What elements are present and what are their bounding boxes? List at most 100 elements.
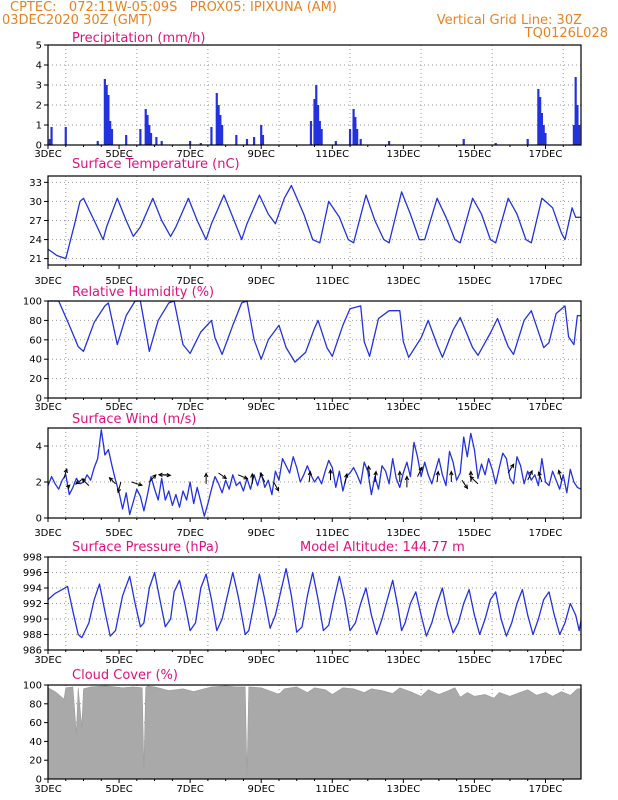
precip-bar (261, 135, 265, 145)
precip-bar (215, 93, 218, 145)
ytick-label: 4 (36, 442, 42, 453)
xtick-label: 3DEC (34, 276, 61, 287)
wind-arrow-head (435, 470, 441, 476)
xtick-label: 9DEC (248, 655, 275, 666)
wind-arrow (148, 474, 157, 483)
wind-arrow-head (510, 463, 515, 469)
ytick-label: 20 (29, 374, 42, 385)
precip-bar (245, 139, 249, 145)
precip-bar (356, 129, 359, 145)
xtick-label: 17DEC (529, 276, 563, 287)
panel-title: Surface Wind (m/s) (72, 412, 196, 427)
xtick-label: 3DEC (34, 784, 61, 795)
precip-bar (50, 127, 53, 145)
xtick-label: 17DEC (529, 528, 563, 539)
precip-bar (160, 141, 163, 145)
xtick-label: 3DEC (34, 655, 61, 666)
ytick-label: 0 (36, 775, 42, 786)
wind-arrow (436, 471, 439, 483)
xtick-label: 15DEC (458, 276, 492, 287)
panel-1: 21 24 27 30 33 3DEC 5DEC 7DEC 9DEC 11DEC 13DEC 15DE… (29, 157, 582, 287)
ytick-label: 33 (29, 178, 42, 189)
precip-bar (494, 143, 497, 145)
ytick-label: 988 (23, 630, 42, 641)
wind-arrow-head (243, 475, 249, 480)
xtick-label: 11DEC (315, 784, 349, 795)
ytick-label: 4 (36, 61, 42, 72)
precip-bar (576, 105, 579, 145)
ytick-label: 2 (36, 478, 42, 489)
ytick-label: 1 (36, 121, 42, 132)
wind-arrow (507, 463, 515, 474)
wind-arrow (527, 470, 533, 481)
xtick-label: 15DEC (458, 528, 492, 539)
xtick-label: 15DEC (458, 784, 492, 795)
ytick-label: 5 (36, 41, 42, 52)
xtick-label: 5DEC (105, 149, 132, 160)
wind-arrow-head (222, 474, 228, 480)
precip-bar (260, 125, 263, 145)
xtick-label: 13DEC (386, 784, 420, 795)
ytick-label: 80 (29, 316, 42, 327)
ytick-label: 60 (29, 718, 42, 729)
precip-bar (318, 121, 321, 145)
xtick-label: 5DEC (105, 784, 132, 795)
panel-title: Relative Humidity (%) (72, 285, 214, 300)
precip-bar (578, 125, 581, 145)
precip-bar (574, 77, 577, 145)
precip-bar (125, 135, 128, 145)
header-date: 03DEC2020 30Z (GMT) (2, 13, 153, 28)
xtick-label: 11DEC (315, 655, 349, 666)
xtick-label: 5DEC (105, 528, 132, 539)
precip-bar (221, 125, 224, 145)
wind-arrow (237, 474, 248, 480)
precip-bar (320, 129, 323, 145)
wind-arrow (367, 466, 371, 477)
wind-arrow-head (449, 470, 454, 476)
wind-arrow (538, 471, 543, 483)
precip-bar (348, 129, 352, 145)
xtick-label: 9DEC (248, 276, 275, 287)
panel-frame (47, 556, 582, 651)
precip-bar (217, 105, 220, 145)
precip-bar (219, 115, 222, 145)
xtick-label: 17DEC (529, 149, 563, 160)
xtick-label: 13DEC (386, 655, 420, 666)
precip-bar (148, 125, 151, 145)
precip-bar (542, 125, 545, 145)
xtick-label: 11DEC (315, 528, 349, 539)
xtick-label: 9DEC (248, 784, 275, 795)
wind-arrow-head (250, 472, 255, 478)
ytick-label: 992 (23, 599, 42, 610)
precip-bar (315, 85, 318, 145)
wind-arrow-head (259, 472, 264, 478)
precip-bar (252, 137, 256, 145)
xtick-label: 15DEC (458, 402, 492, 413)
ytick-label: 996 (23, 568, 42, 579)
wind-arrow-head (468, 470, 474, 476)
precip-bar (539, 97, 542, 145)
wind-arrow-head (307, 470, 313, 476)
panel-frame (47, 300, 582, 399)
precip-bar (316, 105, 320, 145)
ytick-label: 100 (23, 297, 42, 308)
xtick-label: 7DEC (176, 655, 203, 666)
wind-arrow-head (366, 465, 372, 471)
ytick-label: 40 (29, 737, 42, 748)
ytick-label: 0 (36, 141, 42, 152)
ytick-label: 40 (29, 355, 42, 366)
ytick-label: 24 (29, 235, 42, 246)
series-line (47, 429, 582, 517)
panel-title: Precipitation (mm/h) (72, 31, 205, 46)
wind-arrow (117, 481, 122, 493)
precip-bar (139, 129, 142, 145)
ytick-label: 990 (23, 615, 42, 626)
wind-arrow-head (469, 475, 475, 481)
cloud-cover-area (47, 685, 582, 780)
wind-arrow-head (344, 472, 349, 478)
xtick-label: 13DEC (386, 402, 420, 413)
xtick-label: 13DEC (386, 149, 420, 160)
precip-bar (210, 127, 213, 145)
precip-bar (352, 109, 355, 145)
